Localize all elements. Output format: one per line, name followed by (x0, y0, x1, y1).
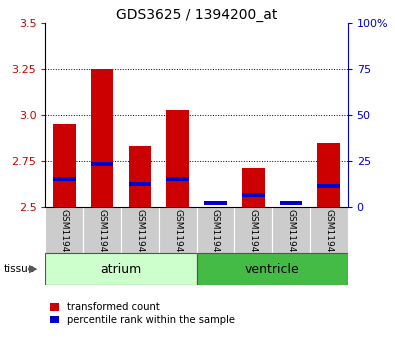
Bar (128, 146, 151, 207)
Bar (280, 201, 302, 205)
Bar (121, 207, 159, 253)
Text: GSM119425: GSM119425 (173, 210, 182, 264)
Bar (272, 207, 310, 253)
Bar (310, 207, 348, 253)
Text: GSM119422: GSM119422 (60, 210, 69, 264)
Bar (242, 169, 265, 207)
Bar (242, 193, 265, 197)
Bar (197, 207, 234, 253)
Title: GDS3625 / 1394200_at: GDS3625 / 1394200_at (116, 8, 277, 22)
Bar (91, 162, 113, 166)
Text: GSM119426: GSM119426 (211, 210, 220, 264)
Legend: transformed count, percentile rank within the sample: transformed count, percentile rank withi… (51, 302, 235, 325)
Bar (45, 253, 197, 285)
Bar (83, 207, 121, 253)
Bar (234, 207, 272, 253)
Bar (204, 201, 227, 205)
Text: GSM119428: GSM119428 (286, 210, 295, 264)
Text: GSM119427: GSM119427 (249, 210, 258, 264)
Bar (45, 207, 83, 253)
Bar (166, 109, 189, 207)
Text: tissue: tissue (4, 264, 35, 274)
Bar (159, 207, 197, 253)
Text: atrium: atrium (100, 263, 141, 275)
Bar (318, 184, 340, 188)
Bar (128, 182, 151, 186)
Bar (318, 143, 340, 207)
Text: GSM119423: GSM119423 (98, 210, 107, 264)
Text: GSM119424: GSM119424 (135, 210, 144, 264)
Text: GSM119429: GSM119429 (324, 210, 333, 264)
Text: ventricle: ventricle (245, 263, 299, 275)
Text: ▶: ▶ (29, 264, 38, 274)
Bar (197, 253, 348, 285)
Bar (53, 177, 76, 181)
Bar (91, 69, 113, 207)
Bar (166, 177, 189, 181)
Bar (53, 124, 76, 207)
